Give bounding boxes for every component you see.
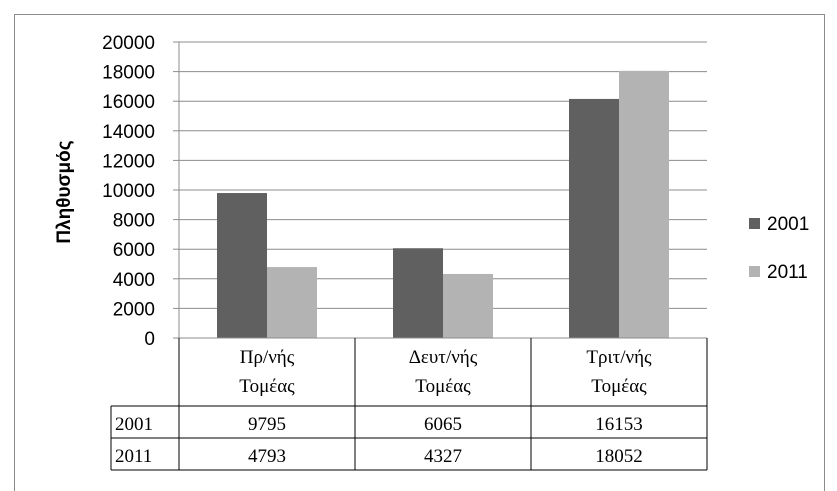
table-cell: 9795 <box>248 414 286 435</box>
category-label: Τριτ/νής <box>586 347 652 368</box>
legend-label: 2001 <box>767 214 809 235</box>
bar-2001-1 <box>217 193 267 338</box>
y-tick-label: 0 <box>144 329 155 350</box>
bar-2001-3 <box>569 98 619 338</box>
bar-2011-3 <box>619 70 669 339</box>
table-cell: 6065 <box>424 414 462 435</box>
legend-swatch-2011 <box>749 266 760 277</box>
legend-swatch-2001 <box>749 218 760 229</box>
y-tick-label: 10000 <box>102 181 155 202</box>
category-label: Δευτ/νής <box>409 347 478 368</box>
y-tick-label: 14000 <box>102 122 155 143</box>
y-axis-ticks: 0 2000 4000 6000 8000 10000 12000 14000 16000 180… <box>102 33 179 350</box>
y-tick-label: 16000 <box>102 92 155 113</box>
chart-frame <box>14 14 825 491</box>
y-tick-label: 20000 <box>102 33 155 54</box>
bar-2011-1 <box>267 267 317 338</box>
legend-label: 2011 <box>767 262 808 283</box>
y-tick-label: 2000 <box>113 299 155 320</box>
bar-2001-2 <box>393 248 443 338</box>
y-axis-label: Πληθυσμός <box>54 140 75 243</box>
y-tick-label: 18000 <box>102 63 155 84</box>
y-tick-label: 12000 <box>102 151 155 172</box>
table-cell: 4327 <box>424 446 462 467</box>
y-tick-label: 6000 <box>113 240 155 261</box>
data-table: Πρ/νής Τομέας Δευτ/νής Τομέας Τριτ/νής Τομέας… <box>110 338 708 471</box>
category-label: Πρ/νής <box>240 347 295 368</box>
table-cell: 18052 <box>595 446 643 467</box>
y-tick-label: 8000 <box>113 211 155 232</box>
category-label: Τομέας <box>591 376 647 397</box>
category-label: Τομέας <box>239 376 295 397</box>
bar-2011-2 <box>443 273 493 338</box>
legend: 2001 2011 <box>749 214 809 283</box>
y-tick-label: 4000 <box>113 270 155 291</box>
bars <box>217 70 669 339</box>
table-cell: 4793 <box>248 446 286 467</box>
table-row-header: 2001 <box>115 414 153 435</box>
table-cell: 16153 <box>595 414 643 435</box>
table-row-header: 2011 <box>115 446 152 467</box>
category-label: Τομέας <box>415 376 471 397</box>
